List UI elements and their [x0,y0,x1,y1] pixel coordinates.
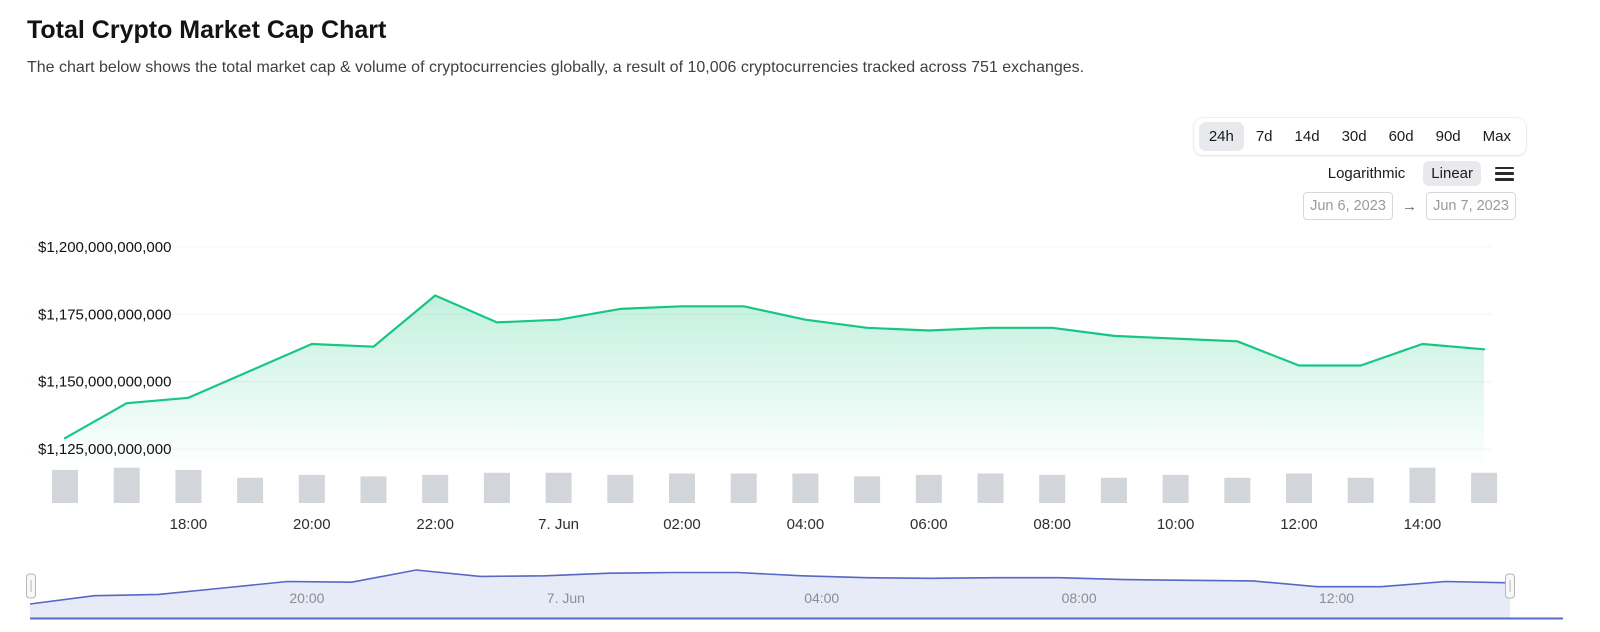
page-title: Total Crypto Market Cap Chart [27,16,387,44]
market-cap-area [65,295,1485,462]
svg-text:02:00: 02:00 [663,516,701,533]
svg-text:7. Jun: 7. Jun [538,516,579,533]
svg-text:$1,200,000,000,000: $1,200,000,000,000 [38,239,171,256]
range-selector: 24h 7d 14d 30d 60d 90d Max [1193,118,1526,155]
range-button-14d[interactable]: 14d [1285,122,1330,151]
svg-text:04:00: 04:00 [787,516,825,533]
range-button-7d[interactable]: 7d [1246,122,1283,151]
chart-navigator[interactable]: 20:00 7. Jun 04:00 08:00 12:00 [0,556,1600,626]
navigator-axis-labels: 20:00 7. Jun 04:00 08:00 12:00 [289,590,1354,606]
svg-text:10:00: 10:00 [1157,516,1195,533]
svg-text:08:00: 08:00 [1062,590,1097,606]
svg-text:7. Jun: 7. Jun [547,590,585,606]
svg-text:22:00: 22:00 [416,516,454,533]
menu-bar [1495,172,1514,175]
date-range-picker: → [1303,192,1516,220]
svg-text:04:00: 04:00 [804,590,839,606]
navigator-line [29,569,1511,605]
scale-button-linear[interactable]: Linear [1423,161,1481,186]
svg-text:14:00: 14:00 [1404,516,1442,533]
menu-bar [1495,178,1514,181]
market-cap-volume-chart[interactable]: 18:00 20:00 22:00 7. Jun 02:00 04:00 06:00 08:0… [0,230,1600,540]
svg-text:$1,125,000,000,000: $1,125,000,000,000 [38,441,171,458]
svg-text:06:00: 06:00 [910,516,948,533]
date-to-input[interactable] [1426,192,1516,220]
market-cap-line [63,294,1486,440]
svg-text:$1,150,000,000,000: $1,150,000,000,000 [38,374,171,391]
range-button-max[interactable]: Max [1473,122,1521,151]
x-axis-labels: 18:00 20:00 22:00 7. Jun 02:00 04:00 06:00 08:0… [170,516,1442,533]
range-button-30d[interactable]: 30d [1332,122,1377,151]
date-from-input[interactable] [1303,192,1393,220]
svg-text:$1,175,000,000,000: $1,175,000,000,000 [38,306,171,323]
page-subtitle: The chart below shows the total market c… [27,59,1085,76]
y-axis-labels: $1,200,000,000,000 $1,175,000,000,000 $1,1… [38,239,171,458]
svg-text:08:00: 08:00 [1033,516,1071,533]
range-button-24h[interactable]: 24h [1198,122,1244,151]
scale-selector: Logarithmic Linear [1320,161,1514,186]
arrow-right-icon: → [1402,197,1417,215]
navigator-handle-right[interactable] [1505,573,1515,599]
svg-text:12:00: 12:00 [1319,590,1354,606]
range-button-90d[interactable]: 90d [1426,122,1471,151]
svg-text:12:00: 12:00 [1280,516,1318,533]
navigator-area [30,570,1510,618]
svg-text:20:00: 20:00 [293,516,331,533]
volume-bars [52,467,1498,503]
svg-text:20:00: 20:00 [289,590,324,606]
range-button-60d[interactable]: 60d [1379,122,1424,151]
scale-button-logarithmic[interactable]: Logarithmic [1320,161,1414,186]
hamburger-menu-icon[interactable] [1495,166,1514,181]
menu-bar [1495,166,1514,169]
navigator-handle-left[interactable] [26,573,36,599]
svg-text:18:00: 18:00 [170,516,208,533]
